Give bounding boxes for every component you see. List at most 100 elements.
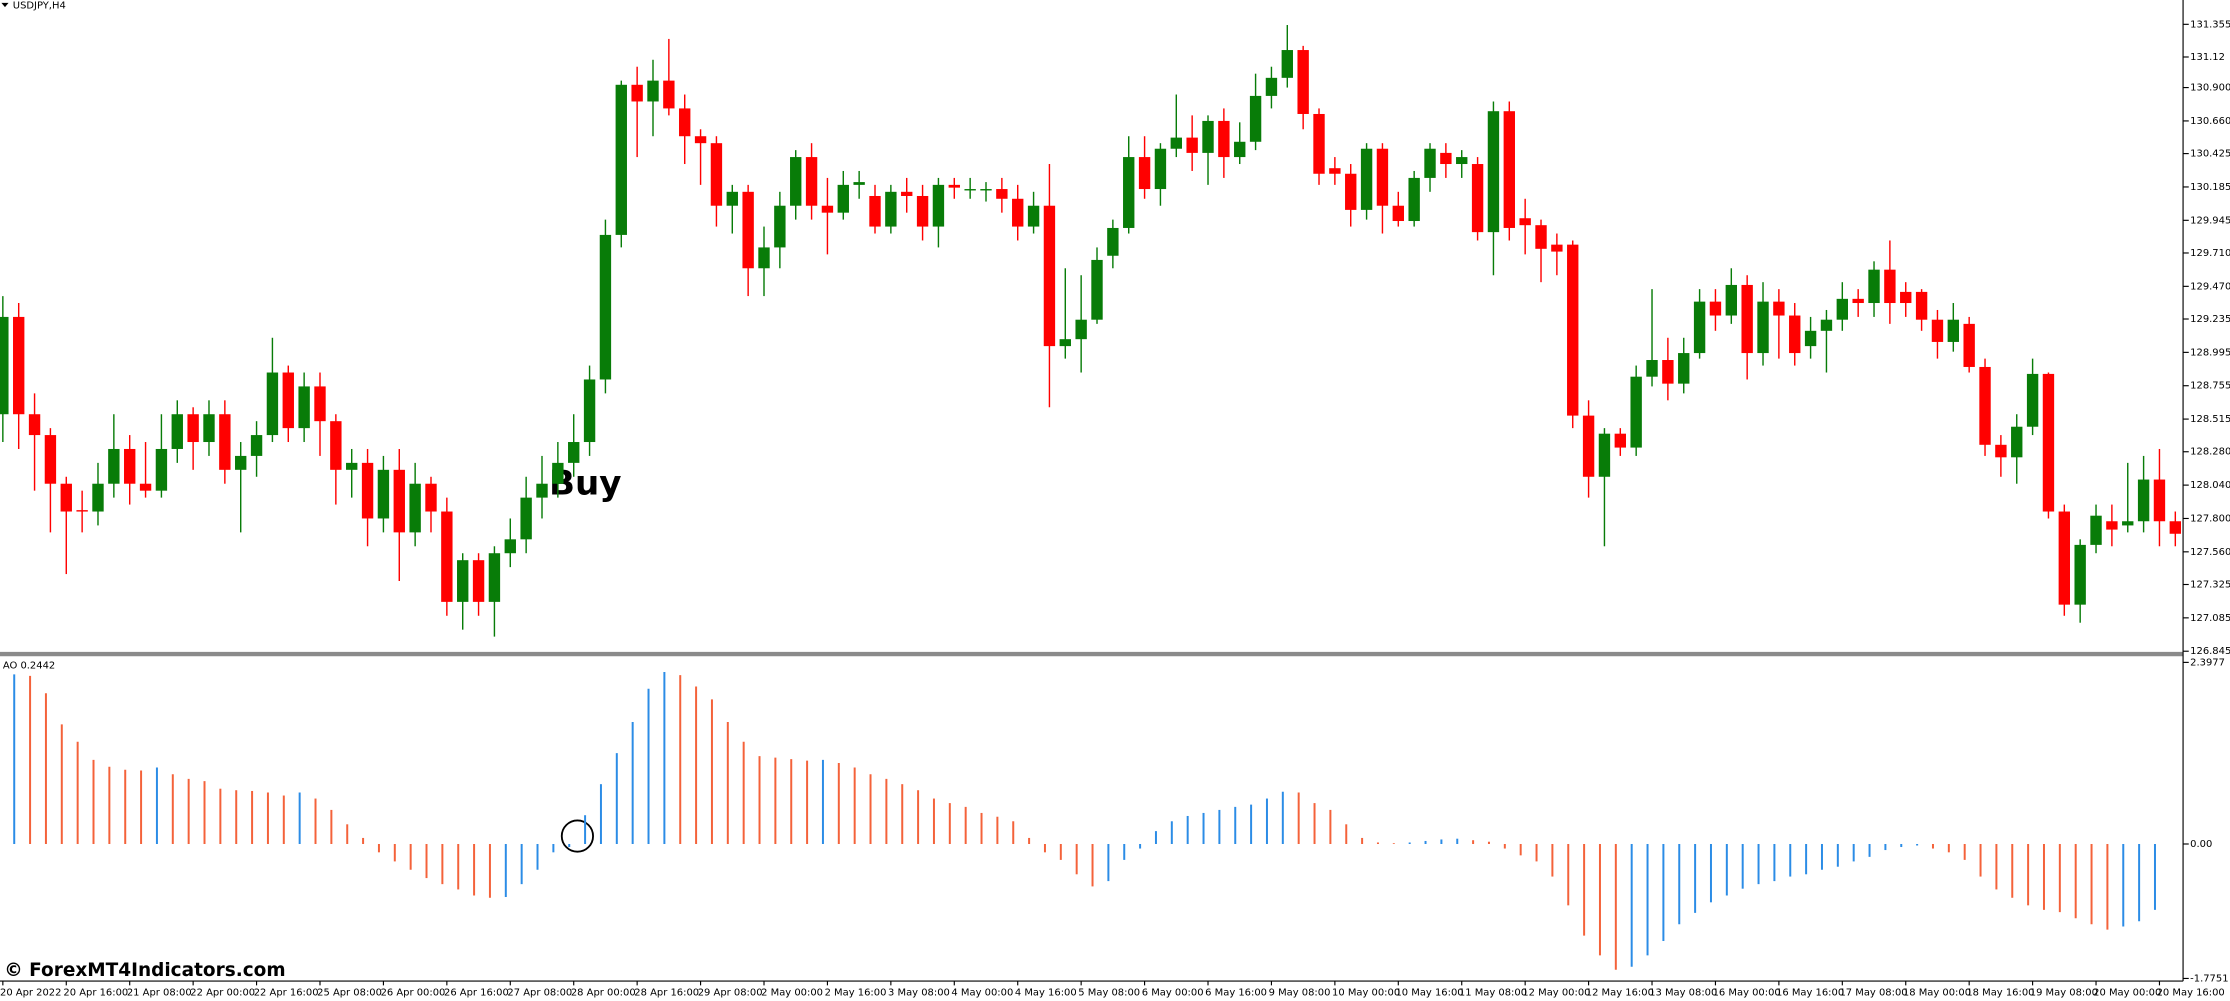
candle-body <box>1662 360 1674 384</box>
candle-body <box>2011 426 2023 458</box>
candle-body <box>1947 319 1960 342</box>
x-tick-label: 28 Apr 16:00 <box>634 987 699 998</box>
candle-body <box>1392 205 1404 222</box>
candle-body <box>583 379 596 443</box>
candle-body <box>1551 244 1563 252</box>
candle-body <box>837 184 849 213</box>
candle-body <box>1234 141 1246 158</box>
y-tick-label: 130.900 <box>2190 83 2230 94</box>
candle-body <box>2106 521 2118 530</box>
candle-body <box>1329 168 1341 174</box>
x-tick-label: 6 May 00:00 <box>1142 987 1204 998</box>
candle-body <box>1075 319 1087 340</box>
candle-body <box>1693 301 1706 354</box>
candle-body <box>631 84 643 102</box>
candle-body <box>298 386 310 429</box>
x-tick-label: 20 Apr 2022 <box>0 987 61 998</box>
candle-body <box>1107 227 1119 256</box>
candle-body <box>219 414 231 470</box>
x-tick-label: 22 Apr 00:00 <box>190 987 255 998</box>
x-tick-label: 2 May 00:00 <box>761 987 823 998</box>
y-tick-label: 128.280 <box>2190 447 2230 458</box>
x-tick-label: 20 May 00:00 <box>2093 987 2161 998</box>
candle-body <box>805 157 818 206</box>
candle-body <box>1757 301 1769 354</box>
candle-body <box>1027 205 1040 227</box>
candle-body <box>885 191 897 227</box>
candle-body <box>2169 521 2182 534</box>
candle-body <box>1630 376 1642 448</box>
candle-body <box>726 191 738 206</box>
candle-body <box>1646 360 1658 377</box>
candle-body <box>171 414 183 449</box>
candle-body <box>235 455 247 470</box>
candle-body <box>0 316 9 415</box>
x-tick-label: 13 May 08:00 <box>1649 987 1717 998</box>
candle-body <box>853 182 865 185</box>
candle-body <box>441 511 453 602</box>
candle-body <box>647 80 659 102</box>
candle-body <box>1471 164 1484 233</box>
candle-body <box>599 234 612 380</box>
candle-body <box>1519 218 1531 226</box>
x-tick-label: 6 May 16:00 <box>1205 987 1267 998</box>
candle-body <box>869 195 881 227</box>
x-tick-label: 3 May 08:00 <box>888 987 950 998</box>
candle-body <box>361 462 374 519</box>
candle-body <box>504 539 516 554</box>
y-tick-label: 128.755 <box>2190 381 2230 392</box>
y-tick-label: 129.945 <box>2190 215 2230 226</box>
candle-body <box>1202 120 1214 153</box>
candle-body <box>28 414 41 436</box>
candle-body <box>901 191 913 196</box>
candle-body <box>108 448 120 484</box>
symbol-title: USDJPY,H4 <box>13 1 66 12</box>
candle-body <box>314 386 326 422</box>
x-tick-label: 18 May 16:00 <box>1966 987 2034 998</box>
y-tick-label: 127.560 <box>2190 547 2230 558</box>
candle-body <box>932 184 945 227</box>
candle-body <box>330 421 342 470</box>
candle-body <box>1170 137 1182 149</box>
x-tick-label: 10 May 00:00 <box>1332 987 1400 998</box>
candle-body <box>1456 157 1468 165</box>
candle-body <box>1297 50 1309 114</box>
candle-body <box>774 205 786 248</box>
x-tick-label: 2 May 16:00 <box>825 987 887 998</box>
candle-body <box>187 414 199 443</box>
x-tick-label: 10 May 16:00 <box>1395 987 1463 998</box>
candle-body <box>1995 444 2007 458</box>
y-tick-label: 0.00 <box>2190 839 2212 850</box>
x-tick-label: 27 Apr 08:00 <box>507 987 572 998</box>
candle-body <box>488 553 501 602</box>
candle-body <box>758 247 770 269</box>
candle-body <box>663 80 675 109</box>
candle-body <box>2042 373 2055 512</box>
candle-body <box>409 483 421 533</box>
candle-body <box>92 483 104 512</box>
candle-body <box>282 372 294 429</box>
candle-body <box>742 191 754 269</box>
y-tick-label: 130.660 <box>2190 116 2230 127</box>
candle-body <box>679 108 691 137</box>
x-tick-label: 4 May 16:00 <box>1015 987 1077 998</box>
candle-body <box>1281 50 1293 78</box>
candle-body <box>1979 366 1991 445</box>
candle-body <box>1614 433 1626 448</box>
candle-body <box>1487 111 1500 233</box>
candle-body <box>694 136 707 144</box>
y-tick-label: 130.185 <box>2190 182 2230 193</box>
candle-body <box>2090 515 2102 545</box>
candle-body <box>124 448 136 484</box>
candle-body <box>916 195 929 227</box>
y-tick-label: 128.040 <box>2190 480 2230 491</box>
candle-body <box>1567 244 1579 416</box>
candle-body <box>964 189 976 191</box>
candle-body <box>457 560 469 602</box>
candle-body <box>1868 269 1880 304</box>
candle-body <box>1091 259 1103 320</box>
candle-body <box>377 469 390 519</box>
x-tick-label: 16 May 16:00 <box>1776 987 1844 998</box>
y-tick-label: 127.085 <box>2190 613 2230 624</box>
